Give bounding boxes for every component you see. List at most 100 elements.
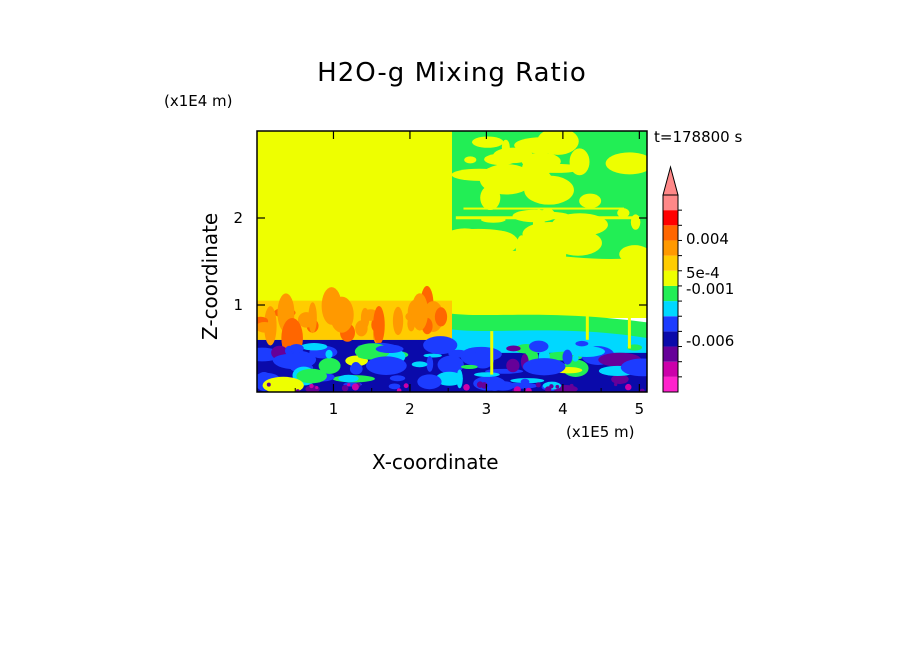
plume: [329, 296, 354, 333]
eddy: [562, 349, 573, 365]
streak: [471, 136, 504, 148]
speckle: [639, 388, 645, 392]
eddy: [572, 354, 579, 362]
eddy: [388, 383, 401, 390]
plot-area: [257, 131, 647, 392]
streak: [524, 175, 574, 205]
eddy: [471, 350, 495, 369]
colorbar-segment: [663, 285, 678, 302]
colorbar-segment: [663, 270, 678, 286]
chart-title: H2O-g Mixing Ratio: [317, 58, 587, 88]
plume: [298, 312, 315, 328]
streak: [493, 147, 533, 164]
eddy: [474, 372, 500, 377]
plume: [373, 305, 385, 345]
band-line: [455, 216, 640, 220]
eddy: [349, 363, 363, 375]
eddy: [437, 355, 464, 374]
speckle: [544, 387, 549, 392]
streak: [464, 156, 477, 164]
colorbar-segment: [663, 195, 678, 211]
colorbar-segment: [663, 361, 678, 377]
field-layer: [257, 131, 647, 392]
speckle: [525, 387, 532, 392]
eddy: [262, 376, 304, 392]
colorbar-segment: [663, 316, 678, 332]
streak: [579, 193, 602, 209]
colorbar-segment: [663, 225, 678, 241]
band-line: [463, 207, 625, 210]
eddy: [522, 358, 566, 376]
eddy: [289, 343, 304, 353]
y-axis-label: Z-coordinate: [198, 212, 222, 340]
speckle: [463, 384, 470, 391]
eddy: [506, 358, 520, 373]
eddy: [568, 346, 605, 358]
speckle: [315, 386, 319, 390]
speckle: [613, 382, 618, 387]
vertical-plume: [490, 331, 494, 375]
streak: [451, 168, 508, 181]
eddy: [575, 340, 589, 347]
eddy: [272, 353, 311, 367]
eddy: [389, 375, 406, 382]
colorbar-segment: [663, 346, 678, 362]
plume: [392, 306, 404, 336]
eddy: [300, 343, 328, 351]
plot-frame: [256, 130, 648, 393]
streak: [605, 152, 647, 175]
eddy: [503, 382, 538, 389]
eddy: [375, 344, 404, 354]
colorbar: [662, 165, 682, 393]
x-axis-unit: (x1E5 m): [566, 423, 635, 441]
x-tick-label: 1: [329, 400, 339, 418]
speckle: [403, 383, 409, 389]
x-tick-label: 5: [635, 400, 645, 418]
eddy: [423, 336, 458, 355]
eddy: [460, 364, 478, 370]
streak: [617, 208, 630, 218]
eddy: [620, 358, 647, 377]
colorbar-label-2: -0.001: [686, 280, 735, 298]
streak: [480, 185, 501, 211]
colorbar-segment: [663, 240, 678, 256]
speckle: [347, 383, 351, 387]
colorbar-segment: [663, 255, 678, 271]
eddy: [423, 353, 442, 358]
eddy: [611, 374, 629, 385]
colorbar-label-0: 0.004: [686, 230, 729, 248]
y-tick-label: 1: [233, 296, 243, 314]
colorbar-segment: [663, 376, 678, 392]
vertical-plume: [585, 300, 589, 340]
yellow-patch: [452, 249, 647, 319]
eddy: [325, 349, 333, 359]
streak: [473, 230, 519, 255]
colorbar-frame: [662, 194, 679, 393]
x-axis-label: X-coordinate: [372, 450, 499, 474]
speckle: [309, 383, 314, 389]
streak: [537, 131, 579, 155]
eddy: [528, 340, 549, 353]
plume: [434, 307, 448, 327]
speckle: [535, 382, 541, 388]
eddy: [366, 356, 407, 375]
speckle: [625, 383, 632, 391]
axes: 1 2 3 4 5 1 2: [233, 130, 648, 418]
eddy: [426, 356, 434, 372]
colorbar-label-1: 5e-4: [686, 264, 720, 282]
streak: [522, 221, 578, 247]
x-tick-label: 2: [405, 400, 415, 418]
plume: [411, 293, 429, 331]
speckle: [341, 384, 349, 392]
speckle: [396, 388, 402, 392]
eddy: [506, 345, 521, 352]
plume: [257, 321, 274, 333]
vertical-plume: [627, 296, 631, 349]
x-tick-label: 3: [482, 400, 492, 418]
eddy: [448, 349, 468, 358]
eddy: [435, 371, 463, 386]
eddy: [318, 357, 341, 374]
eddy: [296, 368, 328, 384]
eddy: [338, 374, 359, 383]
